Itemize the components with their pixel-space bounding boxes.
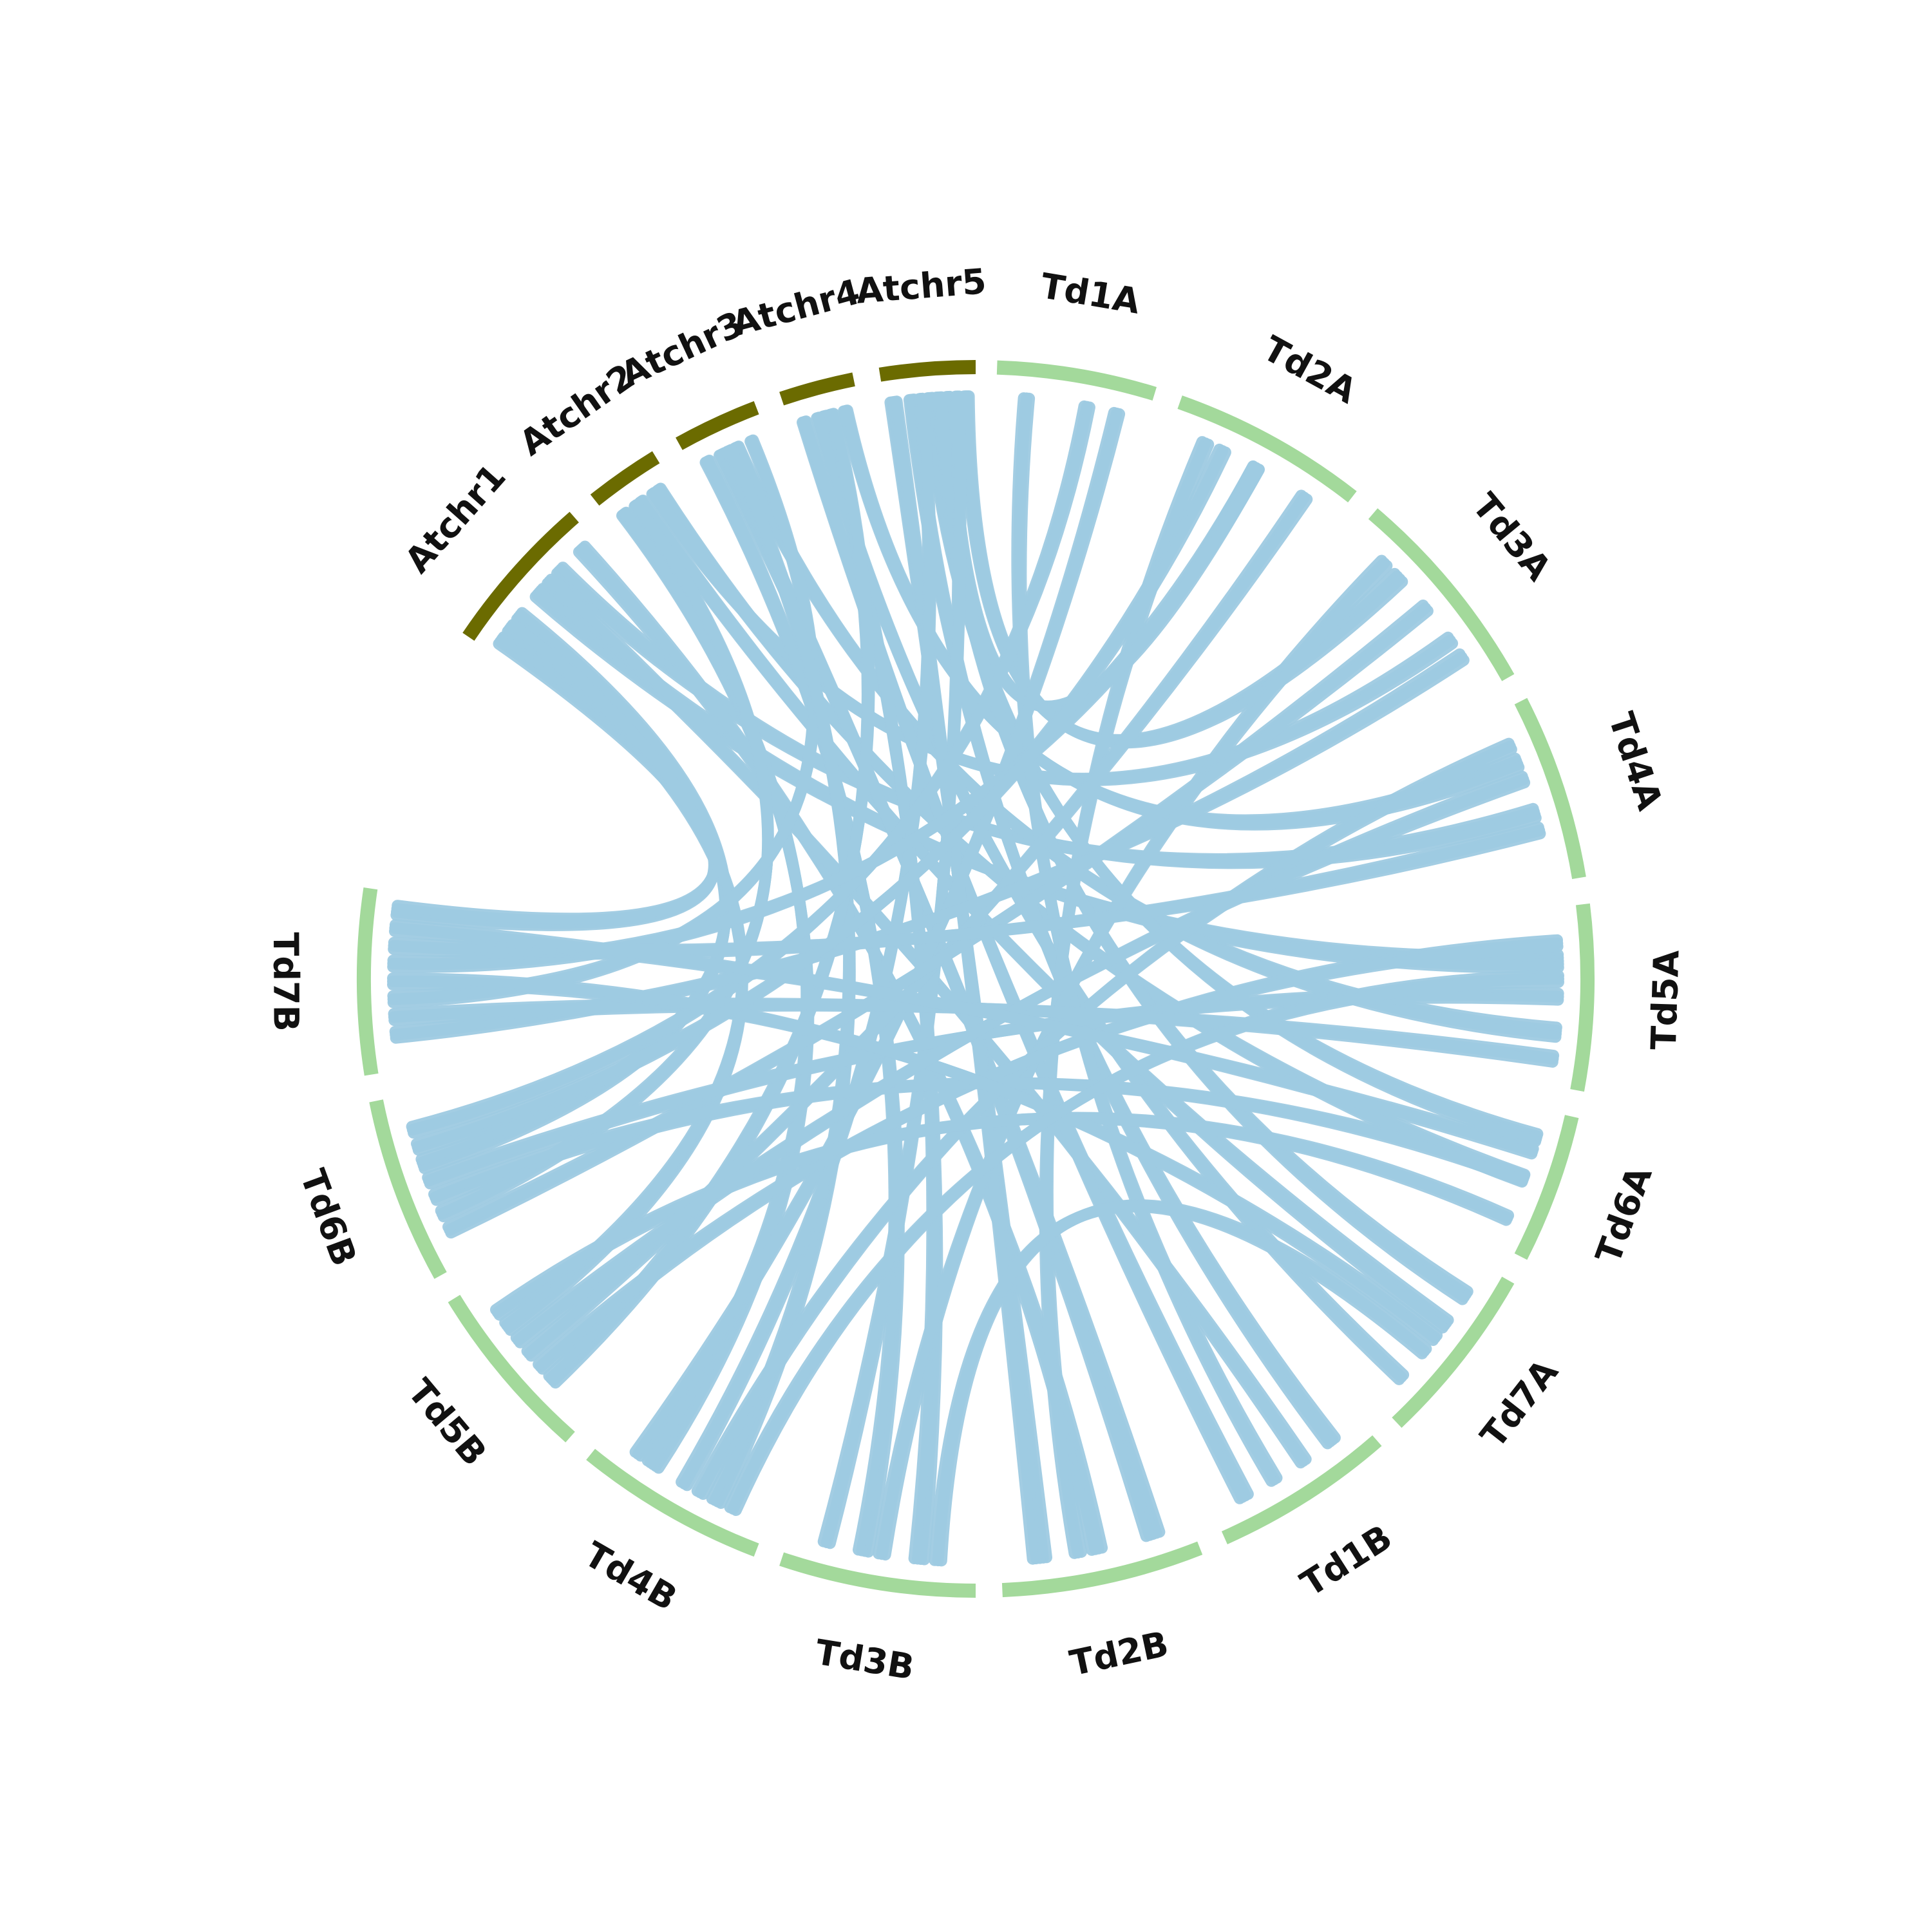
- link-atchr5-td2b: [891, 395, 1039, 1565]
- label-td4b: Td4B: [578, 1534, 684, 1619]
- label-td6b: Td6B: [292, 1164, 365, 1272]
- link-td5a-td5b: [533, 940, 1564, 1370]
- segment-td3b: [779, 1552, 976, 1598]
- link-atchr3-td7b: [387, 434, 820, 1002]
- label-atchr3: Atchr3: [614, 303, 750, 395]
- link-td1a-td4b: [629, 408, 1126, 1458]
- chromosome-ring: [356, 360, 1595, 1598]
- label-atchr4: Atchr4: [728, 271, 864, 344]
- link-td5a-td4b: [724, 976, 1564, 1513]
- segment-atchr2: [590, 451, 660, 506]
- link-atchr5-td1b: [908, 393, 1334, 1450]
- link-td3a-td6b: [442, 605, 1434, 1233]
- segment-td7b: [356, 887, 379, 1076]
- label-td1a: Td1A: [1037, 265, 1142, 322]
- segment-atchr1: [462, 511, 579, 641]
- label-td2a: Td2A: [1256, 328, 1363, 412]
- links-layer: [387, 390, 1564, 1567]
- label-td7a: Td7A: [1473, 1352, 1566, 1455]
- segment-atchr5: [878, 360, 976, 382]
- link-td7a-td7b: [387, 972, 1439, 1346]
- label-td5a: Td5A: [1643, 949, 1687, 1050]
- link-atchr5-td4b: [676, 392, 936, 1488]
- label-td5b: Td5B: [400, 1371, 495, 1473]
- label-atchr5: Atchr5: [855, 261, 988, 312]
- segment-td4b: [586, 1448, 759, 1557]
- segment-atchr3: [676, 401, 759, 450]
- segment-td5a: [1570, 903, 1595, 1092]
- label-td2b: Td2B: [1066, 1624, 1172, 1684]
- link-td6a-td7b: [389, 919, 1538, 1160]
- link-td6a-td5b: [490, 1112, 1512, 1316]
- label-atchr1: Atchr1: [397, 457, 513, 581]
- label-td6a: Td6A: [1587, 1161, 1660, 1269]
- segment-td1b: [1221, 1435, 1382, 1544]
- segment-td5b: [448, 1294, 575, 1443]
- label-td1b: Td1B: [1294, 1517, 1399, 1604]
- link-td7a-td3b: [929, 1200, 1428, 1566]
- link-atchr3-td4b: [706, 444, 855, 1505]
- segment-td1a: [996, 360, 1157, 401]
- segment-td6a: [1514, 1115, 1579, 1260]
- segment-td7a: [1392, 1276, 1515, 1428]
- segment-td2a: [1177, 395, 1357, 503]
- label-td4a: Td4A: [1600, 708, 1670, 815]
- link-td2a-td6b: [411, 446, 1231, 1150]
- segment-td2b: [1001, 1541, 1203, 1598]
- label-td3a: Td3A: [1464, 486, 1559, 589]
- segment-td4a: [1514, 697, 1586, 880]
- label-td7b: Td7B: [265, 932, 307, 1032]
- link-atchr2-td7a: [637, 495, 1448, 1334]
- segment-td6b: [369, 1099, 447, 1279]
- label-td3b: Td3B: [813, 1632, 917, 1688]
- segment-atchr4: [779, 372, 855, 406]
- segment-td3a: [1368, 508, 1515, 681]
